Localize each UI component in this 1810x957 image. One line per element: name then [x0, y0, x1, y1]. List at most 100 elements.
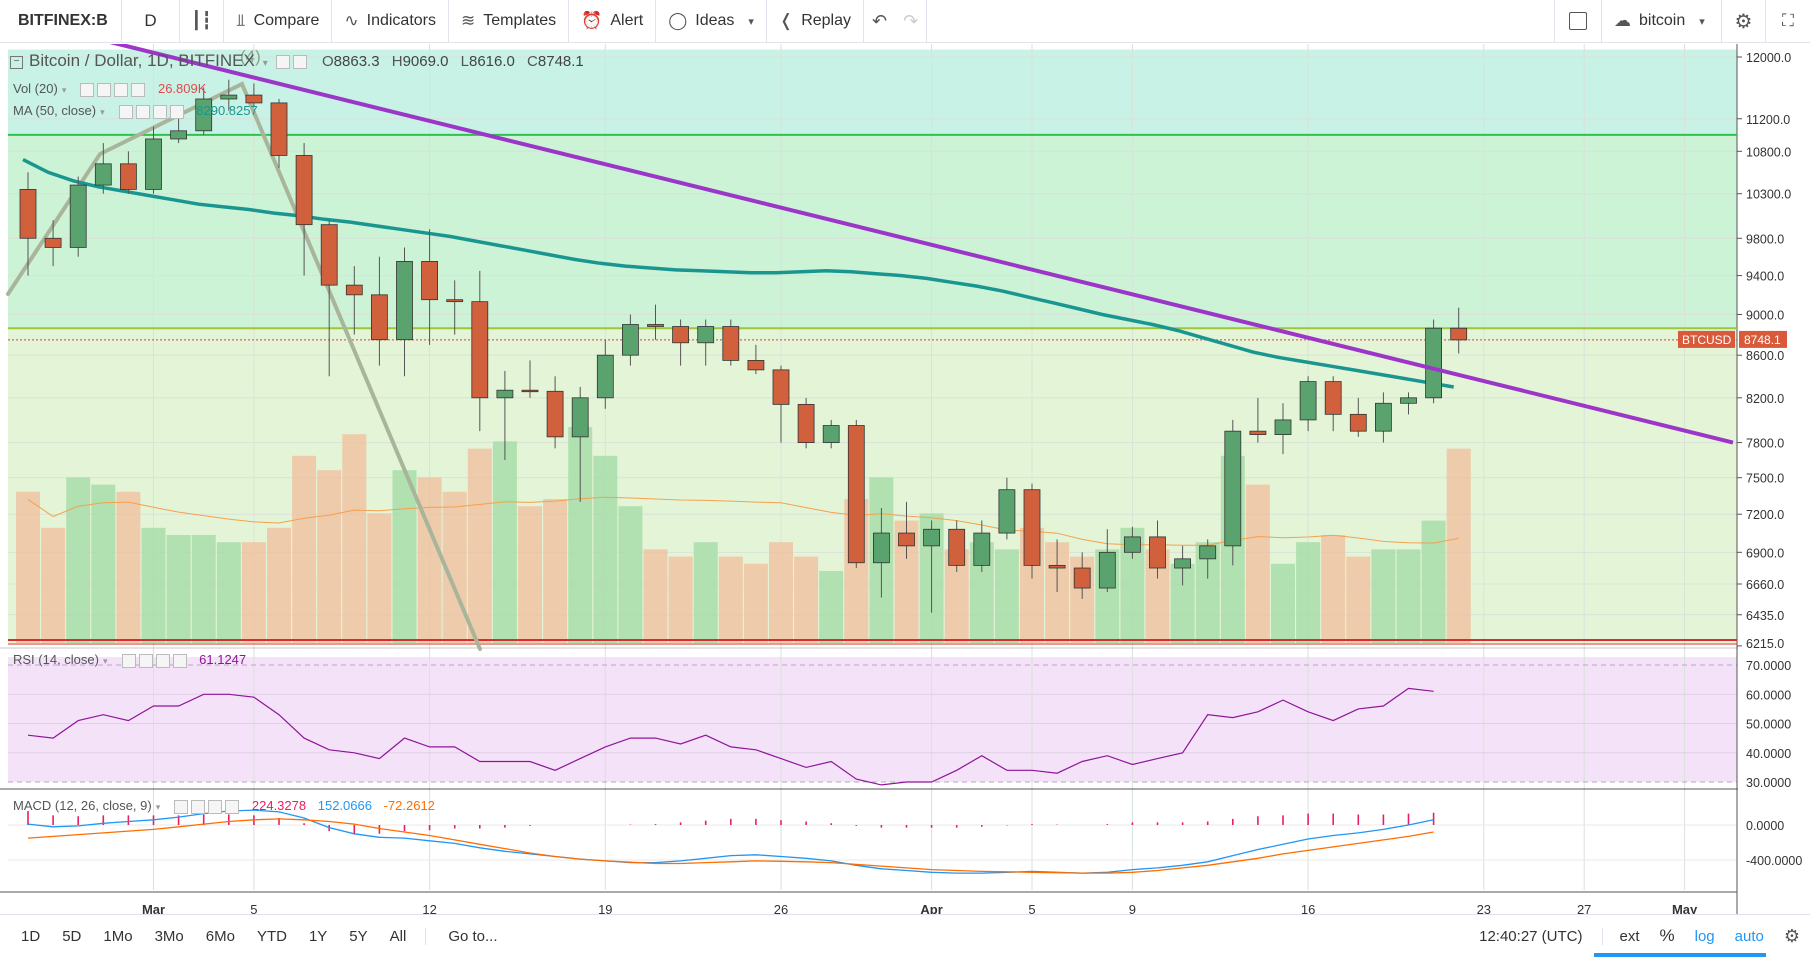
- ideas-button[interactable]: ◯ Ideas ▾: [656, 0, 767, 43]
- auto-toggle[interactable]: auto: [1734, 927, 1764, 945]
- chart-style-button[interactable]: ┃┇: [180, 0, 224, 43]
- chevron-down-icon[interactable]: ▾: [102, 656, 108, 666]
- chevron-down-icon[interactable]: ▾: [262, 58, 268, 69]
- eye-icon[interactable]: [118, 104, 133, 119]
- eye-icon[interactable]: [121, 653, 136, 668]
- price-axis-bg: [1738, 44, 1810, 914]
- range-button-1d[interactable]: 1D: [21, 927, 41, 945]
- gear-icon[interactable]: [97, 82, 112, 97]
- price-axis-label: 6900.0: [1746, 546, 1784, 560]
- candle-body: [521, 389, 539, 393]
- volume-bar: [518, 506, 542, 643]
- replay-button[interactable]: ❬ Replay: [767, 0, 865, 43]
- candle-body: [1048, 564, 1066, 569]
- volume-bar: [593, 455, 618, 643]
- ext-toggle[interactable]: ext: [1619, 927, 1640, 945]
- macd-legend: MACD (12, 26, close, 9) ▾ 224.3278 152.06…: [13, 798, 435, 814]
- candles-icon: ┃┇: [191, 11, 212, 30]
- range-button-ytd[interactable]: YTD: [256, 927, 287, 945]
- plus-icon[interactable]: [152, 104, 167, 119]
- candle-body: [145, 138, 162, 190]
- gear-icon[interactable]: [138, 653, 153, 668]
- candle-body: [1324, 381, 1342, 415]
- rsi-legend: RSI (14, close) ▾ 61.1247: [13, 652, 246, 668]
- candle-body: [471, 301, 489, 399]
- price-badge: [1739, 330, 1787, 348]
- fullscreen-button[interactable]: ⛶: [1766, 0, 1810, 43]
- close-icon[interactable]: [169, 104, 184, 119]
- clock-display[interactable]: 12:40:27 (UTC): [1469, 927, 1604, 945]
- save-layout-button[interactable]: ☁ bitcoin ▾: [1602, 0, 1722, 43]
- wave-line: [6, 81, 482, 651]
- templates-button[interactable]: ≋ Templates: [449, 0, 570, 43]
- range-button-1y[interactable]: 1Y: [308, 927, 328, 945]
- undo-button[interactable]: ↶: [864, 0, 895, 43]
- range-button-6mo[interactable]: 6Mo: [205, 927, 235, 945]
- range-button-5y[interactable]: 5Y: [349, 927, 368, 945]
- rsi-value: 61.1247: [199, 652, 247, 667]
- select-layout-button[interactable]: [1554, 0, 1602, 43]
- gear-icon[interactable]: [191, 799, 206, 814]
- log-toggle[interactable]: log: [1694, 927, 1715, 945]
- eye-icon[interactable]: [80, 82, 95, 97]
- chart-canvas[interactable]: (4) 12000.011200.010800.010300.09800.094…: [0, 37, 1810, 917]
- time-axis-label: 5: [1028, 902, 1035, 914]
- plus-icon[interactable]: [114, 82, 129, 97]
- templates-icon: ≋: [461, 11, 476, 30]
- candle-body: [1375, 402, 1392, 432]
- candle-body: [797, 403, 815, 443]
- symbol-search[interactable]: BITFINEX:B: [0, 0, 122, 43]
- chart-settings-button[interactable]: ⚙: [1774, 926, 1810, 947]
- cloud-label: bitcoin: [1639, 12, 1686, 29]
- collapse-icon[interactable]: −: [10, 55, 23, 69]
- interval-button[interactable]: D: [122, 0, 180, 43]
- eye-icon[interactable]: [275, 55, 290, 70]
- time-axis-label: Mar: [142, 902, 165, 914]
- open-value: 8863.3: [333, 53, 380, 70]
- range-button-3mo[interactable]: 3Mo: [154, 927, 184, 945]
- candle-body: [1274, 419, 1292, 435]
- percent-toggle[interactable]: %: [1659, 926, 1675, 945]
- candle-body: [345, 284, 363, 296]
- chart-area[interactable]: (4) 12000.0 11200.0 10800.0 10300.0 9800.0 94…: [0, 37, 1810, 917]
- candle-body: [622, 324, 639, 356]
- plus-icon[interactable]: [155, 653, 170, 668]
- gear-icon[interactable]: [292, 55, 307, 70]
- rsi-band: [8, 657, 1737, 782]
- goto-button[interactable]: Go to...: [425, 927, 507, 945]
- chevron-down-icon[interactable]: ▾: [155, 802, 161, 812]
- price-axis-label: 6435.0: [1746, 609, 1784, 623]
- candle-body: [94, 163, 112, 186]
- candle-body: [747, 360, 765, 371]
- range-button-5d[interactable]: 5D: [62, 927, 82, 945]
- indicators-button[interactable]: ∿ Indicators: [332, 0, 449, 43]
- close-icon[interactable]: [225, 799, 240, 814]
- settings-button[interactable]: ⚙: [1722, 0, 1766, 43]
- volume-bar: [769, 542, 793, 643]
- redo-button[interactable]: ↷: [895, 0, 928, 43]
- candle-body: [69, 184, 87, 248]
- close-icon[interactable]: [172, 653, 187, 668]
- chevron-down-icon[interactable]: ▾: [100, 107, 105, 117]
- range-button-1mo[interactable]: 1Mo: [103, 927, 133, 945]
- close-icon[interactable]: [131, 82, 146, 97]
- candle-body: [1199, 545, 1217, 560]
- candle-body: [847, 425, 865, 564]
- candle-body: [195, 98, 213, 132]
- compare-button[interactable]: ⫫ Compare: [224, 0, 333, 43]
- indicators-label: Indicators: [366, 12, 436, 29]
- volume-bar: [618, 506, 643, 643]
- chevron-down-icon[interactable]: ▾: [61, 85, 67, 95]
- price-axis-label: 9400.0: [1746, 270, 1784, 284]
- alert-label: Alert: [610, 12, 644, 29]
- square-icon: [1569, 12, 1587, 30]
- candle-body: [170, 130, 188, 140]
- gear-icon[interactable]: [135, 104, 150, 119]
- high-value: 9069.0: [402, 53, 449, 70]
- plus-icon[interactable]: [208, 799, 223, 814]
- alert-button[interactable]: ⏰ Alert: [569, 0, 657, 43]
- range-button-all[interactable]: All: [389, 927, 407, 945]
- macd-pane-bg: [8, 790, 1737, 890]
- eye-icon[interactable]: [174, 799, 189, 814]
- scroll-indicator[interactable]: [1594, 953, 1766, 957]
